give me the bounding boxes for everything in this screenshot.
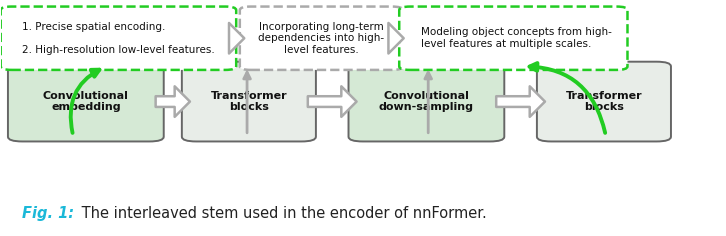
Text: Transformer
blocks: Transformer blocks bbox=[211, 91, 287, 112]
Text: The interleaved stem used in the encoder of nnFormer.: The interleaved stem used in the encoder… bbox=[77, 206, 486, 221]
FancyBboxPatch shape bbox=[399, 7, 627, 70]
Text: Convolutional
down-sampling: Convolutional down-sampling bbox=[379, 91, 474, 112]
Text: 1. Precise spatial encoding.

2. High-resolution low-level features.: 1. Precise spatial encoding. 2. High-res… bbox=[23, 22, 215, 55]
Text: Transformer
blocks: Transformer blocks bbox=[566, 91, 643, 112]
Text: Modeling object concepts from high-
level features at multiple scales.: Modeling object concepts from high- leve… bbox=[421, 27, 612, 49]
FancyBboxPatch shape bbox=[240, 7, 403, 70]
Text: Convolutional
embedding: Convolutional embedding bbox=[43, 91, 129, 112]
FancyBboxPatch shape bbox=[1, 7, 236, 70]
FancyBboxPatch shape bbox=[8, 62, 164, 141]
FancyBboxPatch shape bbox=[537, 62, 671, 141]
FancyBboxPatch shape bbox=[182, 62, 316, 141]
FancyBboxPatch shape bbox=[348, 62, 505, 141]
Text: Incorporating long-term
dependencies into high-
level features.: Incorporating long-term dependencies int… bbox=[258, 22, 384, 55]
Text: Fig. 1:: Fig. 1: bbox=[23, 206, 75, 221]
